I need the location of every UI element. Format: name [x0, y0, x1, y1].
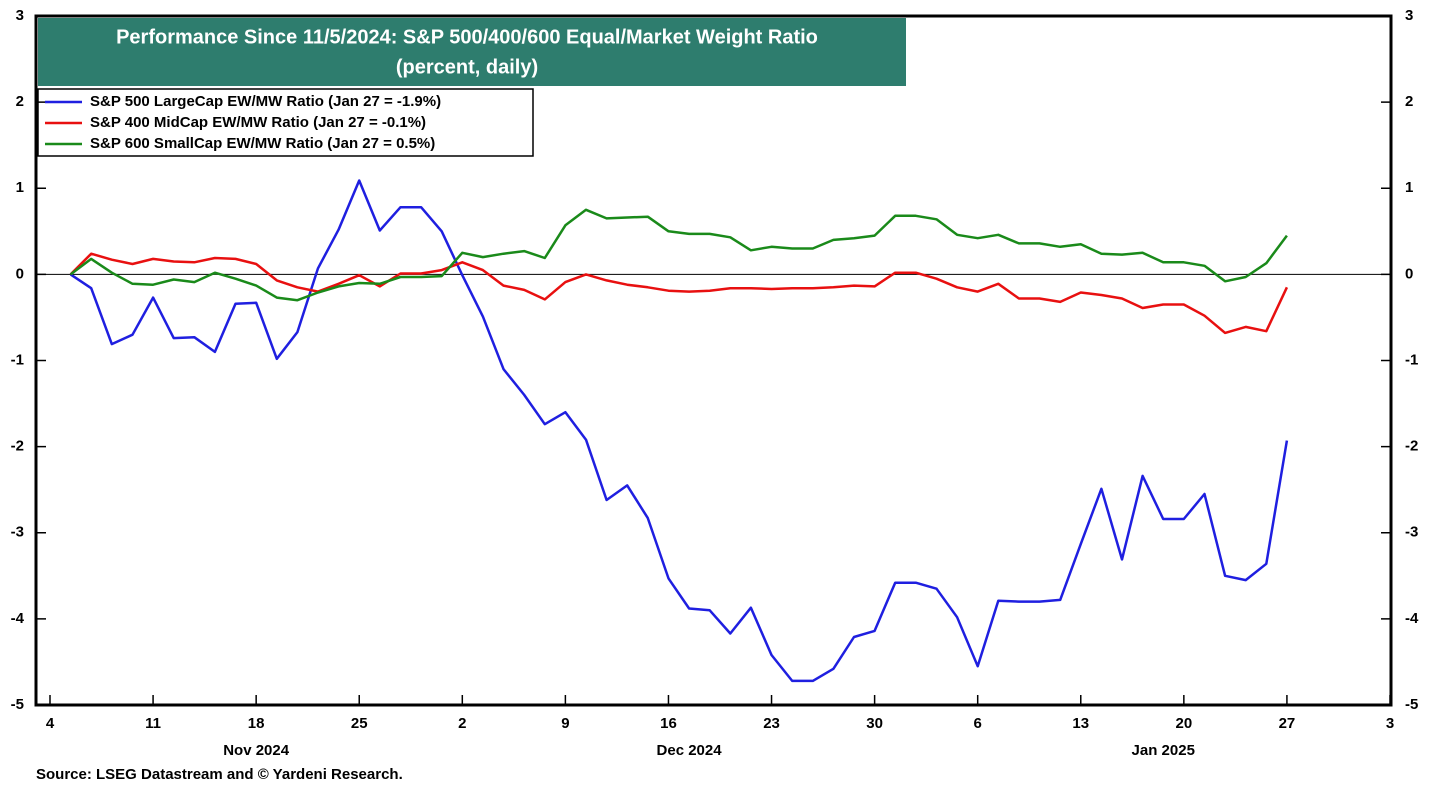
y-tick-label: -3: [11, 524, 24, 541]
y-tick-label: -2: [11, 438, 24, 455]
x-tick-label: 27: [1279, 715, 1296, 732]
y2-tick-label: -4: [1405, 610, 1419, 627]
y-tick-label: -1: [11, 351, 24, 368]
series-line: [69, 252, 1289, 335]
chart-subtitle: (percent, daily): [396, 56, 538, 78]
y-tick-label: -4: [11, 610, 25, 627]
x-month-label: Nov 2024: [223, 742, 290, 759]
x-tick-label: 20: [1176, 715, 1193, 732]
y2-tick-label: -1: [1405, 351, 1418, 368]
legend-label: S&P 400 MidCap EW/MW Ratio (Jan 27 = -0.…: [90, 114, 426, 131]
x-tick-label: 11: [145, 715, 161, 732]
legend-label: S&P 600 SmallCap EW/MW Ratio (Jan 27 = 0…: [90, 135, 435, 152]
y2-tick-label: -3: [1405, 524, 1418, 541]
legend-box: [37, 88, 534, 157]
y-tick-label: -5: [11, 696, 24, 713]
x-tick-label: 23: [763, 715, 780, 732]
source-note: Source: LSEG Datastream and © Yardeni Re…: [36, 766, 403, 783]
y2-tick-label: 3: [1405, 7, 1413, 24]
y2-tick-label: 2: [1405, 93, 1413, 110]
series-line: [69, 208, 1288, 302]
x-tick-label: 30: [866, 715, 883, 732]
x-tick-label: 4: [46, 715, 55, 732]
x-tick-label: 9: [561, 715, 569, 732]
y-tick-label: 1: [16, 179, 24, 196]
x-tick-label: 16: [660, 715, 677, 732]
y-tick-label: 3: [16, 7, 24, 24]
legend-label: S&P 500 LargeCap EW/MW Ratio (Jan 27 = -…: [90, 93, 441, 110]
y-tick-label: 2: [16, 93, 24, 110]
x-tick-label: 3: [1386, 715, 1394, 732]
y2-tick-label: -5: [1405, 696, 1418, 713]
x-month-label: Jan 2025: [1132, 742, 1195, 759]
title-box: [38, 18, 906, 86]
x-tick-label: 13: [1072, 715, 1089, 732]
x-tick-label: 2: [458, 715, 466, 732]
y2-tick-label: 1: [1405, 179, 1413, 196]
y2-tick-label: -2: [1405, 438, 1418, 455]
y-tick-label: 0: [16, 265, 24, 282]
x-tick-label: 18: [248, 715, 265, 732]
x-month-label: Dec 2024: [657, 742, 723, 759]
x-tick-label: 6: [974, 715, 982, 732]
series-line: [69, 179, 1289, 683]
y2-tick-label: 0: [1405, 265, 1413, 282]
chart-title: Performance Since 11/5/2024: S&P 500/400…: [116, 26, 818, 48]
x-tick-label: 25: [351, 715, 368, 732]
